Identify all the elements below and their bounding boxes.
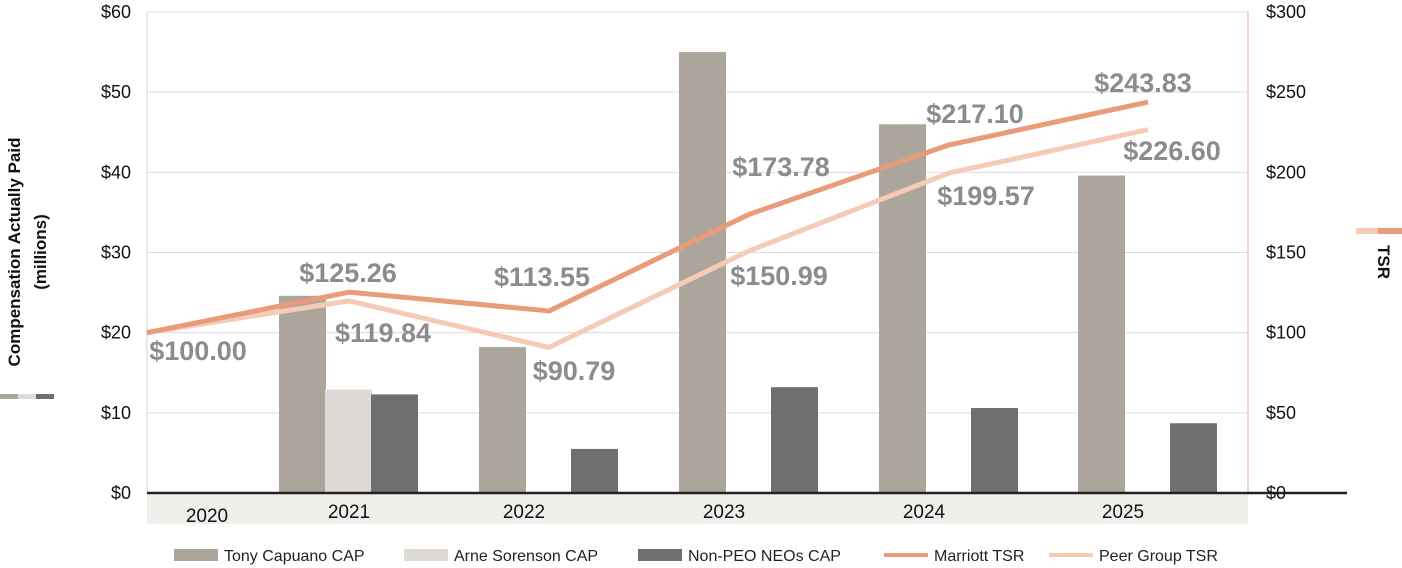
category-label-2020: 2020 [186,506,228,527]
data-label-peer-group-tsr-2021: $119.84 [335,318,431,348]
legend-label-tony-capuano-cap: Tony Capuano CAP [224,548,365,565]
category-labels: 2020 2021 2022 2023 2024 2025 [186,502,1144,527]
category-label-2025: 2025 [1102,502,1144,523]
left-axis-title-line2: (millions) [31,214,50,290]
left-axis-title-line1: Compensation Actually Paid [5,138,24,367]
left-tick-label-6: $60 [101,2,131,22]
data-label-marriott-tsr-2022: $113.55 [494,262,590,292]
data-label-marriott-tsr-2021: $125.26 [299,258,397,288]
data-label-marriott-tsr-2020: $100.00 [149,336,247,366]
data-labels: $100.00 $125.26 $113.55 $173.78 $217.10 $243.… [149,68,1221,386]
right-tick-label-4: $200 [1266,162,1306,182]
right-key-swatch-2 [1378,228,1402,234]
legend: Tony Capuano CAP Arne Sorenson CAP Non-PEO… [174,548,1218,565]
right-tick-label-0: $0 [1266,483,1286,503]
right-tick-label-3: $150 [1266,243,1306,263]
right-tick-label-6: $300 [1266,2,1306,22]
bar-arne-sorenson-cap-2021 [325,389,372,493]
left-tick-label-0: $0 [111,483,131,503]
data-label-peer-group-tsr-2023: $150.99 [730,261,828,291]
right-tick-label-5: $250 [1266,82,1306,102]
legend-swatch-tony-capuano-cap [174,549,218,561]
legend-label-marriott-tsr: Marriott TSR [934,548,1024,565]
left-key-swatch-2 [18,394,36,399]
right-axis-ticks: $0 $50 $100 $150 $200 $250 $300 [1266,2,1306,503]
bar-tony-capuano-cap-2021 [279,295,326,493]
left-axis-title: Compensation Actually Paid (millions) [5,138,50,367]
bar-non-peo-neos-cap-2023 [771,387,818,493]
line-marriott-tsr [146,99,1149,336]
bar-tony-capuano-cap-2025 [1078,175,1125,494]
category-label-2024: 2024 [903,502,946,523]
data-label-peer-group-tsr-2024: $199.57 [937,181,1035,211]
line-peer-group-tsr [146,127,1149,350]
left-tick-label-5: $50 [101,82,131,102]
bar-tony-capuano-cap-2022 [479,347,526,493]
left-tick-label-4: $40 [101,162,131,182]
category-label-2022: 2022 [503,502,545,523]
left-axis-title-key [0,394,54,399]
legend-swatch-non-peo-neos-cap [638,549,682,561]
data-label-marriott-tsr-2023: $173.78 [732,152,830,182]
bar-non-peo-neos-cap-2022 [571,448,618,493]
data-label-marriott-tsr-2025: $243.83 [1094,68,1192,98]
right-axis-title-key [1356,228,1402,234]
tsr-lines [146,99,1149,350]
data-label-peer-group-tsr-2025: $226.60 [1123,136,1221,166]
bar-non-peo-neos-cap-2025 [1170,423,1217,493]
category-label-2021: 2021 [328,502,370,523]
left-axis-ticks: $0 $10 $20 $30 $40 $50 $60 [101,2,131,503]
right-axis-title: TSR [1374,245,1393,279]
bar-non-peo-neos-cap-2021 [371,394,418,493]
data-label-marriott-tsr-2024: $217.10 [926,99,1024,129]
left-key-swatch-3 [36,394,54,399]
legend-swatch-arne-sorenson-cap [404,549,448,561]
right-key-swatch-1 [1356,228,1378,234]
left-key-swatch-1 [0,394,18,399]
left-tick-label-2: $20 [101,323,131,343]
category-label-2023: 2023 [703,502,745,523]
left-tick-label-1: $10 [101,403,131,423]
right-axis-title-text: TSR [1374,245,1393,279]
data-label-peer-group-tsr-2022: $90.79 [533,356,616,386]
legend-label-arne-sorenson-cap: Arne Sorenson CAP [454,548,598,565]
right-tick-label-2: $100 [1266,323,1306,343]
left-tick-label-3: $30 [101,243,131,263]
legend-label-non-peo-neos-cap: Non-PEO NEOs CAP [688,548,841,565]
bar-tony-capuano-cap-2024 [879,124,926,493]
legend-label-peer-group-tsr: Peer Group TSR [1099,548,1218,565]
category-band [147,493,1248,524]
right-tick-label-1: $50 [1266,403,1296,423]
bar-non-peo-neos-cap-2024 [971,408,1018,493]
